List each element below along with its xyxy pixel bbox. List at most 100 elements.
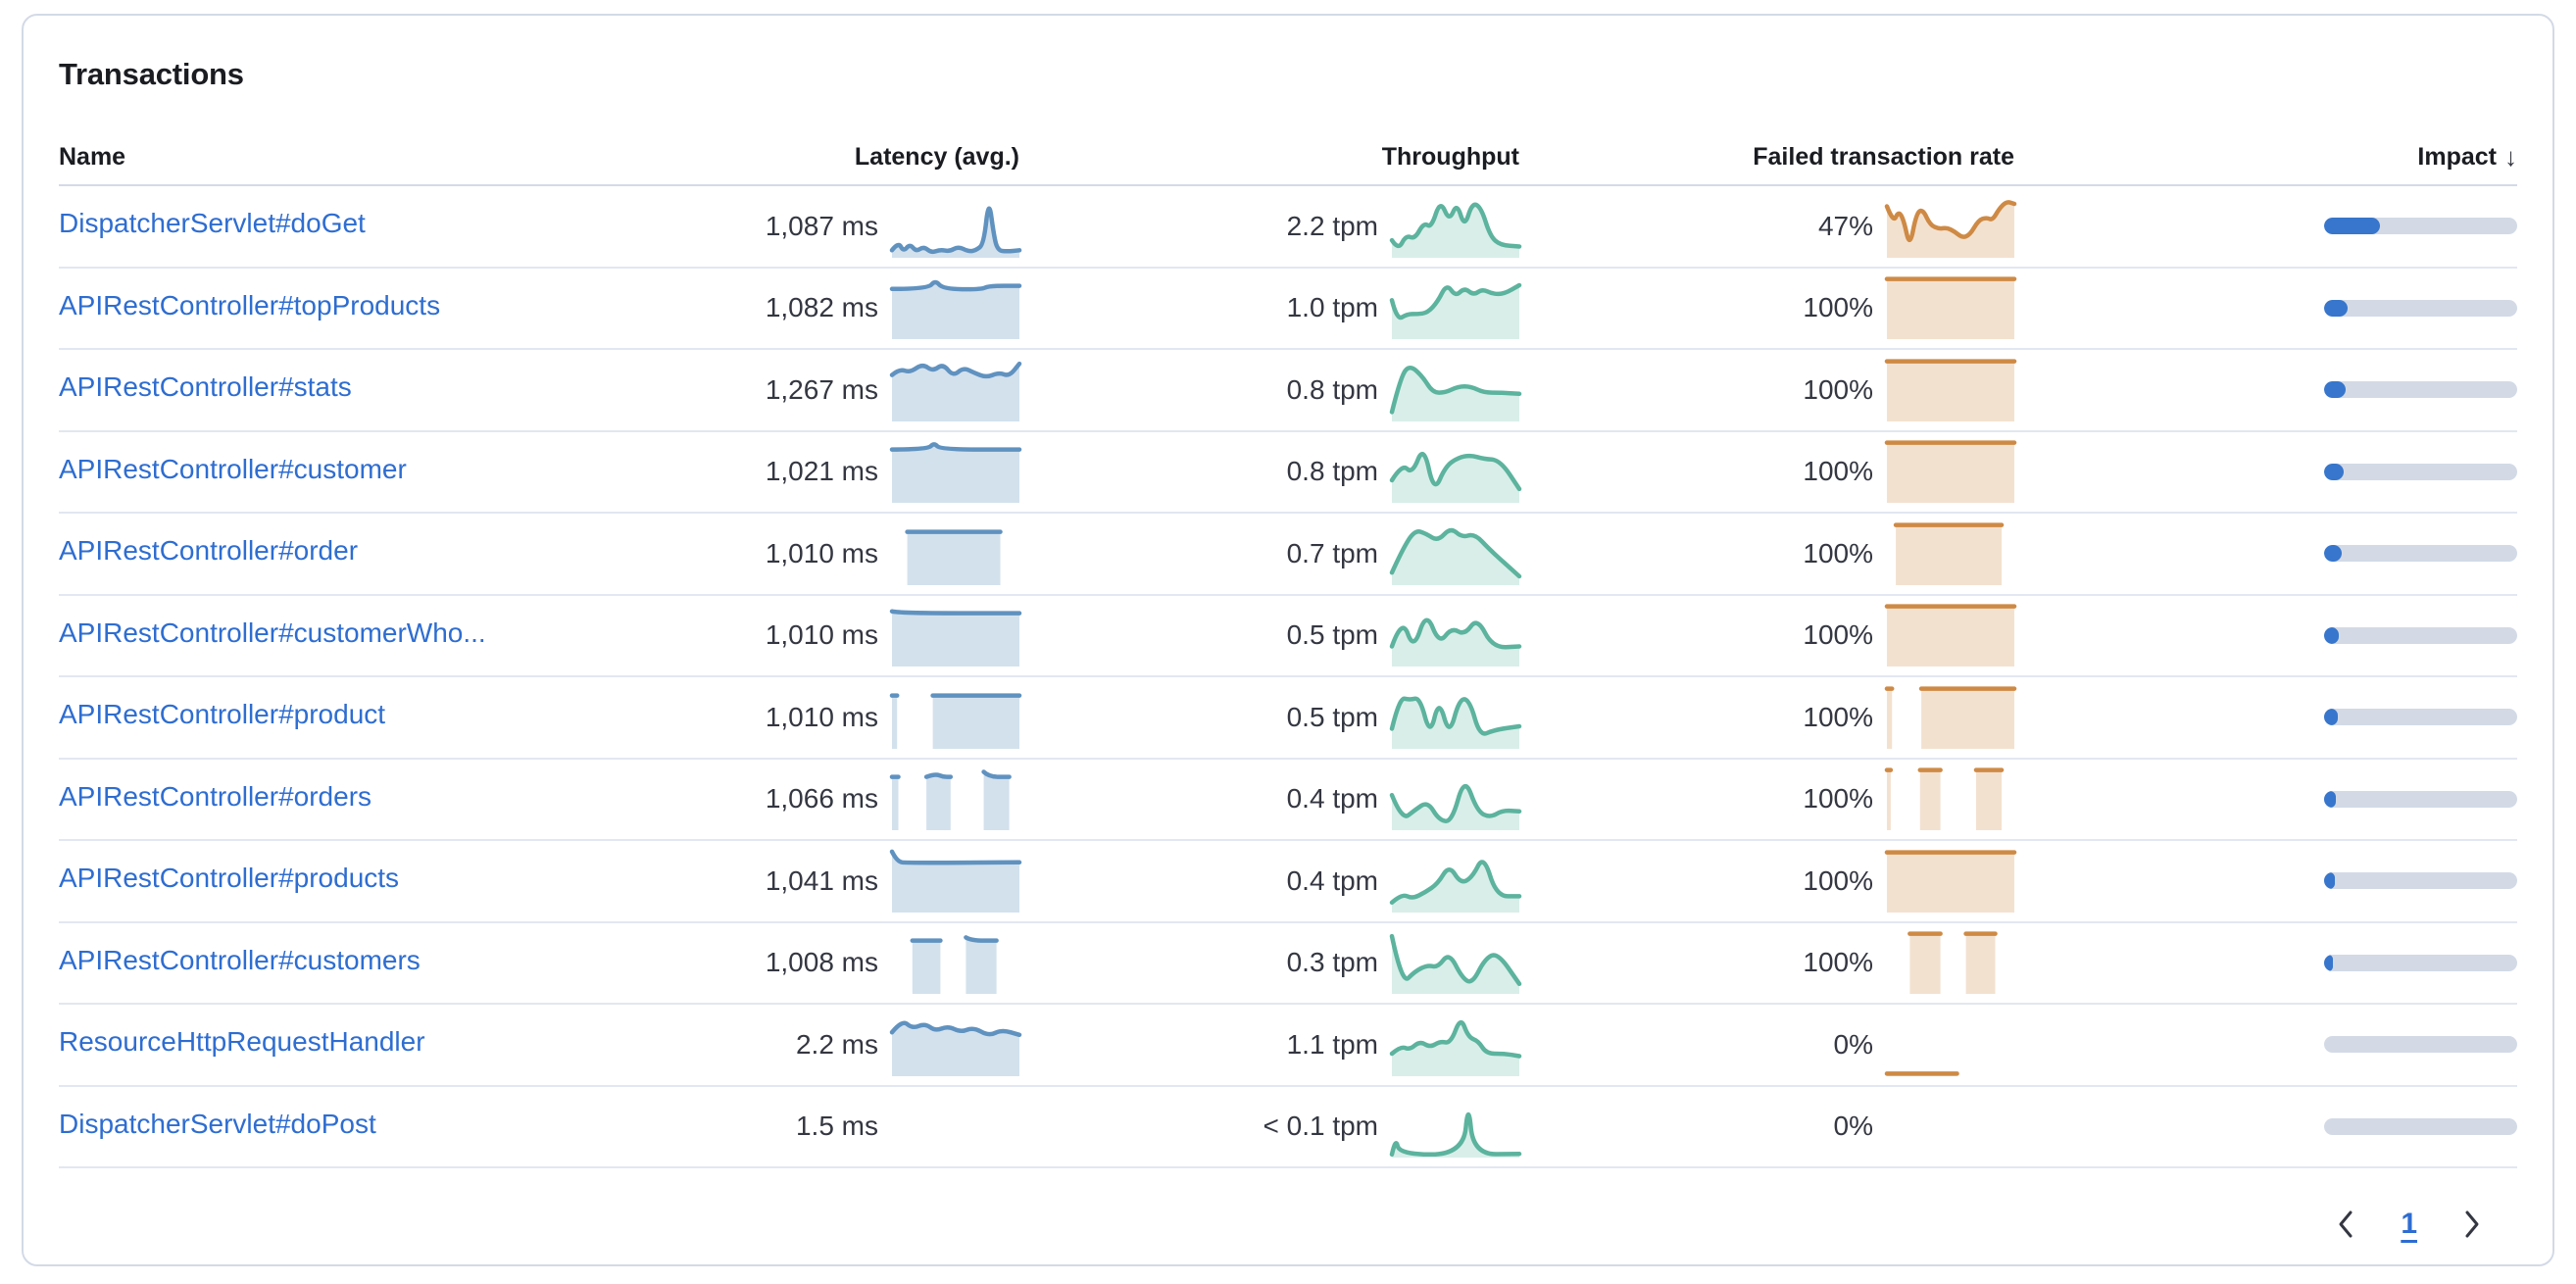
failed-rate-cell: 100% (1519, 522, 2014, 585)
transaction-name-link[interactable]: APIRestController#orders (59, 780, 372, 812)
throughput-value: 0.5 tpm (1286, 701, 1378, 732)
latency-sparkline (889, 1013, 1022, 1076)
latency-sparkline (889, 767, 1019, 831)
failed-rate-cell: 100% (1519, 931, 2014, 995)
column-header-latency: Latency (avg.) (854, 142, 1019, 171)
throughput-sparkline (1389, 276, 1522, 340)
throughput-value: 0.4 tpm (1286, 864, 1378, 896)
latency-value: 1,066 ms (765, 783, 878, 815)
throughput-value: 0.5 tpm (1286, 619, 1378, 651)
failed-rate-sparkline (1884, 686, 2017, 749)
latency-value: 1,008 ms (765, 947, 878, 978)
latency-value: 1,010 ms (765, 537, 878, 568)
throughput-sparkline (1389, 1013, 1522, 1076)
transaction-name-link[interactable]: APIRestController#product (59, 699, 386, 730)
impact-bar-track (2324, 545, 2517, 563)
throughput-value: 0.7 tpm (1286, 537, 1378, 568)
impact-cell (2014, 1036, 2517, 1054)
latency-sparkline (889, 195, 1022, 258)
throughput-value: 0.3 tpm (1286, 947, 1378, 978)
transaction-name-link[interactable]: APIRestController#order (59, 535, 359, 567)
latency-cell: 1,041 ms (667, 849, 1022, 913)
latency-sparkline (889, 849, 1022, 913)
table-row: ResourceHttpRequestHandler 2.2 ms 1.1 tp… (59, 1005, 2517, 1087)
throughput-sparkline (1389, 850, 1522, 913)
impact-bar-fill (2324, 790, 2336, 808)
latency-value: 1.5 ms (795, 1111, 878, 1142)
impact-bar-track (2324, 381, 2517, 399)
impact-bar-fill (2324, 218, 2381, 235)
latency-cell: 1,010 ms (667, 522, 1019, 585)
name-cell: APIRestController#orders (59, 781, 667, 817)
next-page-button[interactable] (2462, 1209, 2482, 1240)
latency-cell: 1,010 ms (667, 686, 1022, 749)
name-cell: APIRestController#customerWho... (59, 617, 667, 654)
throughput-value: 0.8 tpm (1286, 456, 1378, 487)
transaction-name-link[interactable]: DispatcherServlet#doGet (59, 208, 366, 239)
throughput-sparkline (1389, 931, 1522, 995)
impact-bar-track (2324, 1117, 2517, 1135)
name-cell: APIRestController#order (59, 535, 667, 571)
latency-value: 2.2 ms (795, 1028, 878, 1060)
chevron-right-icon (2465, 1210, 2479, 1238)
throughput-value: 1.1 tpm (1286, 1028, 1378, 1060)
latency-sparkline (892, 522, 1019, 585)
throughput-cell: 0.8 tpm (1019, 359, 1522, 421)
failed-rate-sparkline (1884, 359, 2017, 421)
throughput-cell: 0.3 tpm (1019, 931, 1522, 995)
failed-rate-value: 100% (1803, 864, 1873, 896)
table-header-row: Name Latency (avg.) Throughput Failed tr… (59, 129, 2517, 186)
table-body: DispatcherServlet#doGet 1,087 ms 2.2 tpm… (59, 186, 2517, 1168)
failed-rate-value: 100% (1803, 292, 1873, 323)
failed-rate-value: 100% (1803, 783, 1873, 815)
transaction-name-link[interactable]: APIRestController#topProducts (59, 289, 441, 321)
failed-rate-cell: 0% (1519, 1013, 2014, 1076)
transaction-name-link[interactable]: ResourceHttpRequestHandler (59, 1026, 425, 1058)
impact-bar-track (2324, 790, 2517, 808)
latency-value: 1,010 ms (765, 619, 878, 651)
previous-page-button[interactable] (2336, 1209, 2355, 1240)
latency-value: 1,021 ms (765, 456, 878, 487)
transactions-table: Name Latency (avg.) Throughput Failed tr… (59, 129, 2517, 1168)
throughput-sparkline (1389, 522, 1522, 585)
failed-rate-sparkline (1884, 195, 2017, 258)
failed-rate-cell: 100% (1519, 850, 2017, 913)
transaction-name-link[interactable]: DispatcherServlet#doPost (59, 1108, 376, 1139)
failed-rate-value: 47% (1817, 210, 1873, 241)
throughput-cell: 0.4 tpm (1019, 850, 1522, 913)
impact-cell (2014, 872, 2517, 890)
failed-rate-cell: 100% (1519, 276, 2017, 340)
failed-rate-sparkline (1884, 440, 2017, 504)
latency-cell: 1,267 ms (667, 359, 1022, 421)
throughput-value: 2.2 tpm (1286, 210, 1378, 241)
transaction-name-link[interactable]: APIRestController#customers (59, 944, 421, 975)
transaction-name-link[interactable]: APIRestController#customer (59, 453, 407, 484)
column-header-impact[interactable]: Impact ↓ (2417, 142, 2517, 173)
latency-cell: 1,008 ms (667, 931, 1019, 995)
failed-rate-value: 100% (1803, 947, 1873, 978)
failed-rate-sparkline (1884, 1013, 2014, 1076)
latency-value: 1,010 ms (765, 701, 878, 732)
impact-bar-track (2324, 626, 2517, 644)
throughput-cell: 0.7 tpm (1019, 522, 1522, 585)
impact-bar-fill (2324, 872, 2335, 890)
transaction-name-link[interactable]: APIRestController#customerWho... (59, 617, 486, 648)
table-row: APIRestController#products 1,041 ms 0.4 … (59, 841, 2517, 923)
throughput-sparkline (1389, 195, 1522, 258)
sort-descending-icon: ↓ (2504, 141, 2517, 172)
transaction-name-link[interactable]: APIRestController#products (59, 863, 400, 894)
latency-sparkline (889, 440, 1022, 504)
chevron-left-icon (2339, 1210, 2353, 1238)
page-1-link[interactable]: 1 (2401, 1208, 2417, 1240)
failed-rate-value: 100% (1803, 537, 1873, 568)
impact-cell (2014, 709, 2517, 726)
latency-sparkline (892, 931, 1019, 995)
impact-bar-fill (2324, 381, 2346, 399)
table-row: DispatcherServlet#doPost 1.5 ms < 0.1 tp… (59, 1087, 2517, 1168)
latency-cell: 1,010 ms (667, 604, 1022, 667)
failed-rate-sparkline (1887, 1095, 2014, 1158)
throughput-cell: < 0.1 tpm (1019, 1095, 1522, 1159)
transaction-name-link[interactable]: APIRestController#stats (59, 371, 352, 403)
impact-bar-track (2324, 463, 2517, 480)
failed-rate-cell: 100% (1519, 604, 2017, 667)
